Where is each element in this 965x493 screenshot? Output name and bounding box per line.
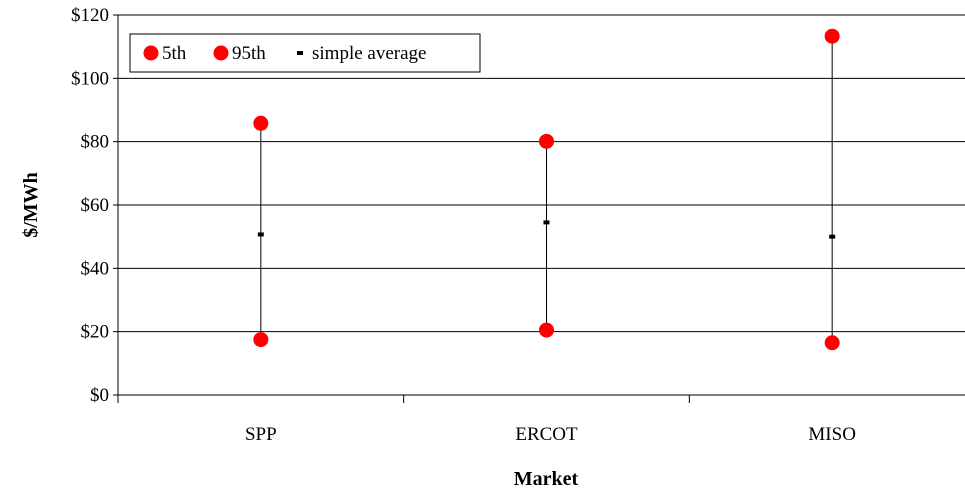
- x-tick-labels: SPP ERCOT MISO: [245, 424, 856, 445]
- point-95th: [539, 133, 554, 149]
- point-5th: [824, 335, 840, 351]
- legend-label: 5th: [162, 43, 187, 64]
- point-simple-average: [829, 234, 836, 239]
- point-95th: [824, 28, 840, 44]
- y-tick-label: $80: [81, 132, 110, 153]
- x-axis-title: Market: [514, 468, 579, 490]
- y-axis-title: $/MWh: [20, 172, 42, 238]
- point-simple-average: [257, 232, 264, 237]
- axes: [113, 14, 965, 403]
- legend-label: 95th: [232, 43, 266, 64]
- y-tick-label: $120: [71, 5, 109, 26]
- data-marks: [253, 28, 840, 351]
- point-95th: [253, 115, 269, 131]
- legend-marker: [297, 51, 303, 55]
- y-tick-labels: $0 $20 $40 $60 $80 $100 $120: [71, 5, 109, 406]
- legend: 5th 95th simple average: [129, 33, 481, 73]
- y-tick-label: $20: [81, 322, 110, 343]
- legend-box: [129, 33, 481, 73]
- y-tick-label: $40: [81, 258, 110, 279]
- point-simple-average: [543, 220, 550, 225]
- legend-marker: [213, 45, 229, 61]
- point-5th: [253, 332, 269, 348]
- x-tick-label: ERCOT: [515, 424, 578, 445]
- x-tick-label: MISO: [808, 424, 856, 445]
- point-5th: [539, 322, 554, 338]
- y-tick-label: $0: [90, 385, 109, 406]
- y-tick-label: $100: [71, 68, 109, 89]
- y-tick-label: $60: [81, 195, 110, 216]
- legend-marker: [143, 45, 159, 61]
- legend-label: simple average: [312, 43, 426, 64]
- x-tick-label: SPP: [245, 424, 277, 445]
